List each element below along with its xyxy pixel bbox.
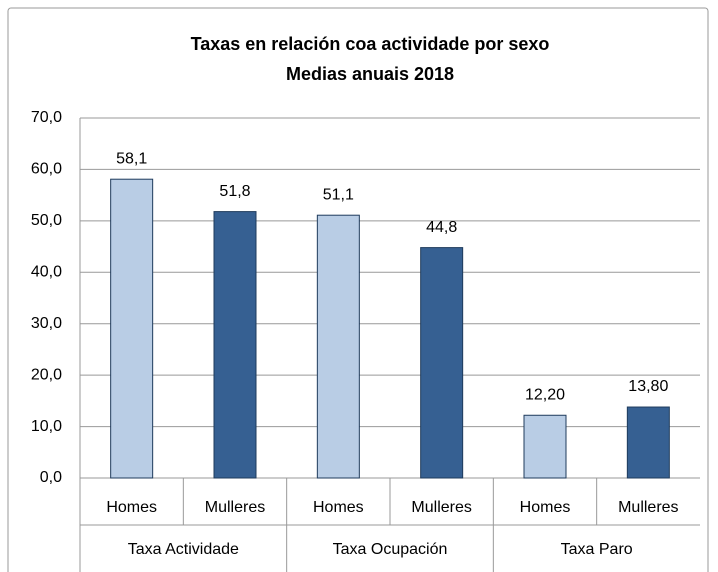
y-tick-label: 10,0	[31, 418, 62, 435]
y-tick-label: 50,0	[31, 212, 62, 229]
bar	[420, 247, 464, 479]
y-tick-label: 20,0	[31, 366, 62, 383]
chart-frame	[7, 7, 709, 572]
data-label: 51,8	[219, 183, 250, 200]
y-tick-label: 30,0	[31, 315, 62, 332]
data-label: 44,8	[426, 219, 457, 236]
data-label: 58,1	[116, 150, 147, 167]
x-tick-label: Homes	[313, 499, 364, 516]
data-label: 12,20	[525, 386, 565, 403]
chart-subtitle: Medias anuais 2018	[286, 64, 454, 84]
bar	[110, 178, 154, 479]
data-label: 51,1	[323, 186, 354, 203]
y-tick-label: 60,0	[31, 161, 62, 178]
chart-title: Taxas en relación coa actividade por sex…	[191, 34, 550, 54]
y-tick-label: 40,0	[31, 264, 62, 281]
bar	[626, 406, 670, 479]
data-label: 13,80	[628, 378, 668, 395]
x-tick-label: Homes	[106, 499, 157, 516]
x-tick-label: Mulleres	[618, 499, 678, 516]
x-tick-label: Mulleres	[411, 499, 471, 516]
bar	[316, 214, 360, 479]
y-tick-label: 0,0	[40, 469, 62, 486]
group-label: Taxa Ocupación	[333, 541, 448, 558]
x-tick-label: Homes	[520, 499, 571, 516]
x-tick-label: Mulleres	[205, 499, 265, 516]
bar	[523, 414, 567, 479]
group-label: Taxa Paro	[561, 541, 633, 558]
y-tick-label: 70,0	[31, 109, 62, 126]
group-label: Taxa Actividade	[128, 541, 239, 558]
bar	[213, 211, 257, 479]
